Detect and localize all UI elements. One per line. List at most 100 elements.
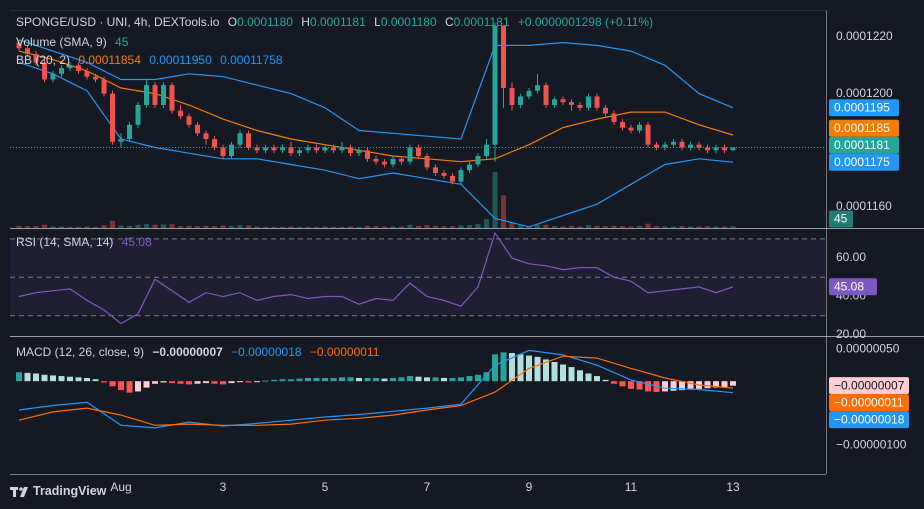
macd-histogram-bar bbox=[449, 377, 456, 382]
candle-body bbox=[127, 124, 133, 139]
macd-histogram-bar bbox=[585, 373, 592, 382]
candle-body bbox=[416, 147, 422, 156]
rsi-legend: RSI (14, SMA, 14) 45.08 bbox=[16, 234, 157, 250]
candle-body bbox=[730, 147, 736, 151]
candle-body bbox=[654, 144, 660, 148]
candle-body bbox=[382, 161, 388, 165]
price-tag-label: 45.08 bbox=[834, 279, 864, 293]
candle-body bbox=[297, 150, 303, 154]
volume-bar bbox=[59, 226, 65, 228]
legend-value: 45 bbox=[115, 35, 129, 49]
legend-name: RSI (14, SMA, 14) bbox=[16, 235, 114, 249]
macd-histogram-bar bbox=[118, 381, 125, 391]
candle-body bbox=[314, 147, 320, 151]
macd-histogram-bar bbox=[415, 376, 422, 382]
volume-bar bbox=[246, 225, 252, 228]
ohlc-key: L bbox=[374, 15, 381, 29]
candle-body bbox=[526, 90, 532, 97]
macd-histogram-bar bbox=[551, 361, 558, 382]
volume-bar bbox=[178, 226, 184, 228]
macd-histogram-bar bbox=[58, 376, 65, 382]
candle-body bbox=[407, 147, 413, 162]
volume-bar bbox=[722, 226, 728, 228]
legend-name: Volume (SMA, 9) bbox=[16, 35, 107, 49]
candle-body bbox=[348, 147, 354, 154]
candle-body bbox=[603, 107, 609, 114]
macd-histogram-bar bbox=[670, 381, 677, 391]
macd-histogram-bar bbox=[687, 381, 694, 390]
macd-histogram-bar bbox=[704, 381, 711, 389]
macd-histogram-bar bbox=[92, 379, 99, 382]
macd-histogram-bar bbox=[373, 377, 380, 382]
volume-bar bbox=[662, 226, 668, 228]
volume-bar bbox=[271, 226, 277, 228]
volume-bar bbox=[203, 225, 209, 228]
price-tag bbox=[829, 377, 909, 395]
macd-histogram-bar bbox=[636, 381, 643, 390]
candle-body bbox=[722, 147, 728, 151]
bb-legend: BB (20, 2) 0.00011854 0.00011950 0.00011… bbox=[16, 52, 288, 68]
volume-bar bbox=[382, 226, 388, 228]
volume-bar bbox=[458, 225, 464, 228]
macd-histogram-bar bbox=[177, 381, 184, 384]
price-tag-label: 0.0001175 bbox=[834, 155, 890, 169]
volume-bar bbox=[654, 226, 660, 228]
candle-body bbox=[441, 173, 447, 176]
volume-bar bbox=[254, 226, 260, 228]
volume-bar bbox=[713, 226, 719, 228]
volume-bar bbox=[331, 226, 337, 228]
candle-body bbox=[365, 150, 371, 159]
macd-histogram-bar bbox=[101, 381, 108, 383]
macd-histogram-bar bbox=[407, 376, 414, 382]
candle-body bbox=[560, 99, 566, 103]
macd-histogram-bar bbox=[602, 379, 609, 382]
volume-bar bbox=[679, 226, 685, 228]
macd-histogram-bar bbox=[152, 381, 159, 384]
candle-body bbox=[645, 124, 651, 145]
volume-bar bbox=[730, 226, 736, 228]
candle-body bbox=[535, 85, 541, 91]
macd-histogram-bar bbox=[509, 353, 516, 382]
macd-histogram-bar bbox=[50, 375, 57, 382]
candle-body bbox=[569, 102, 575, 105]
price-tag bbox=[829, 278, 877, 296]
candle-body bbox=[552, 99, 558, 105]
x-tick-label: 3 bbox=[220, 480, 227, 494]
volume-bar bbox=[475, 224, 481, 228]
legend-value: −0.00000007 bbox=[152, 345, 223, 359]
candle-body bbox=[169, 85, 175, 111]
ohlc-value: 0.0001180 bbox=[237, 15, 293, 29]
legend-name: BB (20, 2) bbox=[16, 53, 71, 67]
volume-bar bbox=[484, 218, 490, 228]
macd-histogram-bar bbox=[517, 354, 524, 382]
volume-bar bbox=[339, 226, 345, 228]
price-tag bbox=[829, 411, 909, 429]
candle-body bbox=[331, 147, 337, 151]
legend-value: 45.08 bbox=[121, 235, 152, 249]
volume-bar bbox=[212, 226, 218, 228]
volume-bar bbox=[620, 226, 626, 228]
candle-body bbox=[543, 85, 549, 105]
volume-bar bbox=[492, 172, 498, 228]
macd-histogram-bar bbox=[16, 372, 23, 382]
candle-body bbox=[305, 147, 311, 151]
ohlc-value: 0.0001181 bbox=[453, 15, 510, 29]
macd-histogram-bar bbox=[339, 377, 346, 382]
macd-histogram-bar bbox=[67, 376, 74, 382]
volume-bar bbox=[237, 225, 243, 228]
candle-body bbox=[288, 147, 294, 154]
macd-histogram-bar bbox=[534, 356, 541, 382]
macd-histogram-bar bbox=[364, 377, 371, 382]
candle-body bbox=[679, 141, 685, 148]
candle-body bbox=[280, 147, 286, 151]
candle-body bbox=[76, 65, 82, 71]
volume-bar bbox=[637, 225, 643, 228]
candle-body bbox=[637, 124, 643, 131]
candle-body bbox=[42, 62, 48, 80]
price-tag-label: 0.0001185 bbox=[834, 121, 890, 135]
volume-legend: Volume (SMA, 9) 45 bbox=[16, 34, 133, 50]
macd-histogram-bar bbox=[75, 377, 82, 382]
volume-bar bbox=[288, 226, 294, 228]
